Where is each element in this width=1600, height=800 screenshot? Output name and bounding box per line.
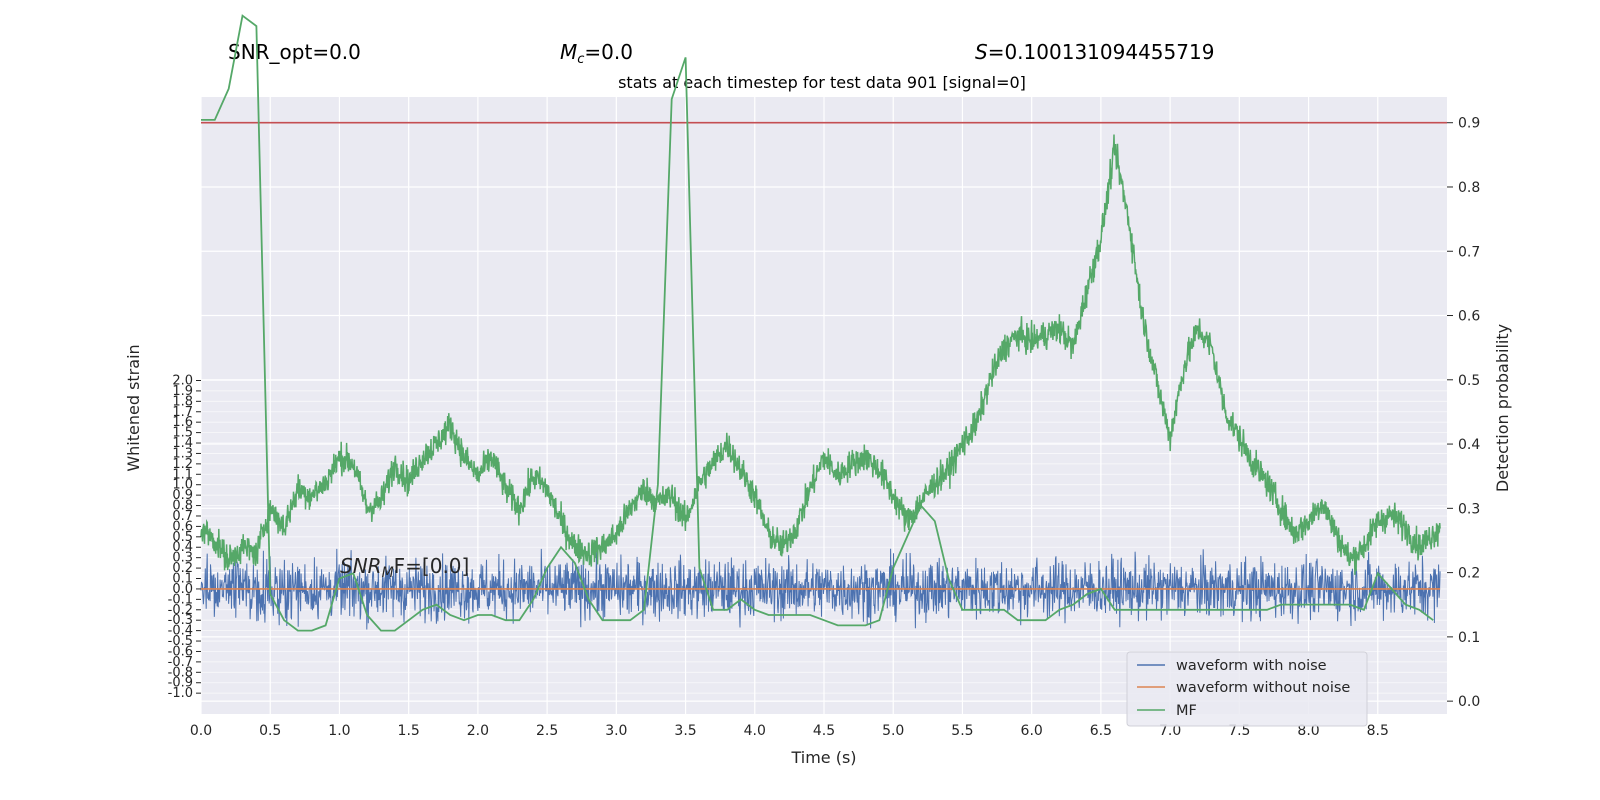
right-tick-label: 0.3 [1458,501,1480,517]
left-tick-label: 1.6 [172,415,193,430]
left-tick-label: 1.1 [172,467,193,482]
left-tick-label: 1.4 [172,436,193,451]
right-tick-label: 0.5 [1458,373,1480,389]
left-tick-label: 1.5 [172,426,193,441]
snr-mf-annotation: SNRMF=[0.0] [340,554,469,581]
chirp-mass-text: Mc=0.0 [560,40,633,67]
x-tick-label: 6.5 [1090,723,1112,739]
x-tick-label: 8.5 [1367,723,1389,739]
x-tick-label: 7.0 [1159,723,1181,739]
x-axis-ticks: 0.0 0.5 1.0 1.5 2.0 2.5 3.0 3.5 4.0 4.5 5.0 5.5 6.0 6… [190,723,1389,739]
left-tick-label: -0.1 [168,592,193,607]
x-tick-label: 4.5 [813,723,835,739]
legend-noise-label: waveform with noise [1176,658,1327,674]
mf-line [201,14,1434,632]
left-tick-label: 0.4 [172,540,193,555]
legend: waveform with noise waveform without noi… [1126,651,1368,727]
left-tick-label: -0.8 [168,665,193,680]
x-tick-label: 1.0 [328,723,350,739]
right-tick-label: 0.7 [1458,244,1480,260]
left-tick-label: 0.2 [172,561,193,576]
left-tick-label: 1.9 [172,384,193,399]
x-tick-label: 5.0 [882,723,904,739]
right-tick-label: 0.9 [1458,116,1480,132]
left-tick-label: -0.9 [168,676,193,691]
left-tick-label: -0.2 [168,603,193,618]
snr-opt-text: SNR_opt=0.0 [228,40,361,64]
s-statistic-text: S=0.100131094455719 [975,40,1214,64]
x-tick-label: 2.5 [536,723,558,739]
left-axis-ticks: -1.0-0.9-0.8-0.7-0.6-0.5-0.4-0.3-0.2-0.1… [168,373,201,701]
right-axis-label: Detection probability [1493,324,1512,492]
x-tick-label: 0.5 [259,723,281,739]
left-tick-label: -0.7 [168,655,193,670]
x-tick-label: 3.5 [674,723,696,739]
left-tick-label: 0.7 [172,509,193,524]
right-tick-label: 0.2 [1458,566,1480,582]
left-tick-label: 1.8 [172,394,193,409]
left-tick-label: 1.2 [172,457,193,472]
right-axis-ticks: 0.0 0.1 0.2 0.3 0.4 0.5 0.6 0.7 0.8 0.9 [1447,116,1480,710]
left-tick-label: 0.9 [172,488,193,503]
x-tick-label: 0.0 [190,723,212,739]
left-tick-label: 0.6 [172,519,193,534]
legend-box [1126,651,1368,727]
left-tick-label: 2.0 [172,373,193,388]
x-tick-label: 2.0 [467,723,489,739]
right-tick-label: 0.8 [1458,180,1480,196]
left-tick-label: -0.5 [168,634,193,649]
left-tick-label: -0.3 [168,613,193,628]
x-tick-label: 4.0 [744,723,766,739]
left-tick-label: -1.0 [168,686,193,701]
left-tick-label: 0.8 [172,499,193,514]
x-tick-label: 1.5 [398,723,420,739]
right-tick-label: 0.6 [1458,309,1480,325]
left-axis-label: Whitened strain [124,344,143,471]
left-tick-label: -0.6 [168,644,193,659]
right-tick-label: 0.4 [1458,437,1480,453]
x-tick-label: 7.5 [1228,723,1250,739]
x-tick-label: 8.0 [1297,723,1319,739]
x-tick-label: 3.0 [605,723,627,739]
left-tick-label: 0.5 [172,530,193,545]
left-tick-label: 0.0 [172,582,193,597]
left-tick-label: 0.1 [172,572,193,587]
x-tick-label: 5.5 [951,723,973,739]
legend-clean-label: waveform without noise [1176,680,1350,696]
left-tick-label: 1.3 [172,446,193,461]
left-tick-label: 1.0 [172,478,193,493]
right-tick-label: 0.0 [1458,694,1480,710]
x-axis-label: Time (s) [790,748,856,767]
detection-probability-line [200,134,1441,575]
x-tick-label: 6.0 [1021,723,1043,739]
chart-title: stats at each timestep for test data 901… [618,73,1026,92]
left-tick-label: -0.4 [168,624,193,639]
right-tick-label: 0.1 [1458,630,1480,646]
legend-mf-label: MF [1176,703,1197,719]
left-tick-label: 1.7 [172,405,193,420]
left-tick-label: 0.3 [172,551,193,566]
